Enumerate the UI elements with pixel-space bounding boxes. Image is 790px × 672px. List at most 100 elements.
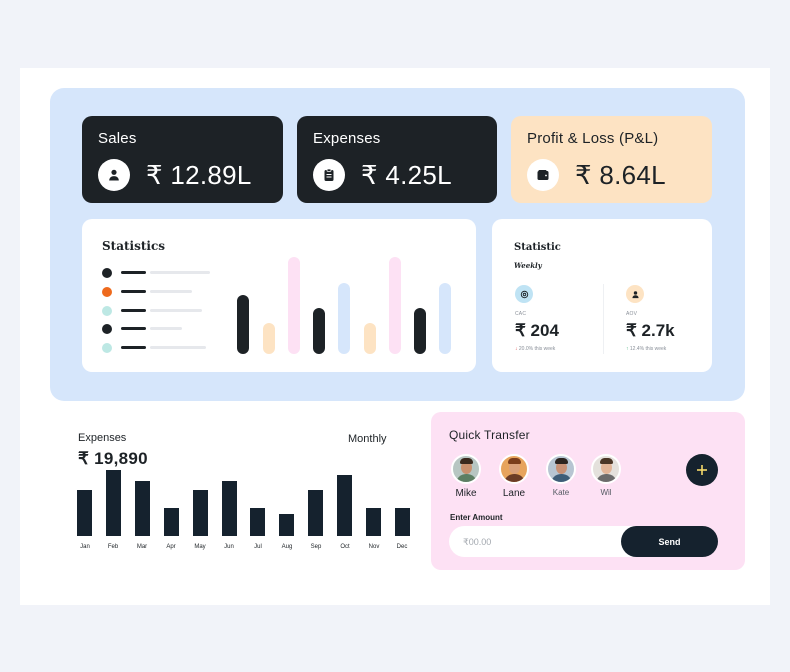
avatar-face xyxy=(556,461,567,474)
avatar-body xyxy=(551,474,572,482)
month-tick-label: Jun xyxy=(224,544,234,550)
cac-value: ₹ 204 xyxy=(515,321,559,340)
expense-bar-apr xyxy=(164,508,179,536)
contact-wil[interactable]: Wil xyxy=(586,454,626,497)
avatar-body xyxy=(596,474,617,482)
expense-bar-jan xyxy=(77,490,92,536)
avatar-body xyxy=(456,474,477,482)
avatar-face xyxy=(509,461,520,474)
legend-line xyxy=(150,346,206,349)
stat-pill xyxy=(364,323,376,354)
weekly-title: Statistic xyxy=(514,242,561,253)
add-contact-button[interactable] xyxy=(686,454,718,486)
expense-bar-oct xyxy=(337,475,352,536)
expenses-card[interactable]: Expenses ₹ 4.25L xyxy=(297,116,497,203)
aov-change-text: 12.4% this week xyxy=(629,346,667,352)
trend-up-icon: ↑ xyxy=(626,346,630,352)
legend-line xyxy=(150,271,210,274)
statistics-title: Statistics xyxy=(102,239,166,253)
plus-icon xyxy=(697,465,707,475)
month-tick-label: Aug xyxy=(281,544,293,550)
divider xyxy=(603,284,604,354)
legend-item xyxy=(102,343,242,353)
user-icon xyxy=(98,159,130,191)
wallet-icon xyxy=(527,159,559,191)
avatar-hair xyxy=(600,458,613,464)
avatar xyxy=(451,454,481,484)
contact-mike[interactable]: Mike xyxy=(446,454,486,499)
legend-line xyxy=(150,327,182,330)
month-tick-label: Apr xyxy=(166,544,176,550)
avatar-body xyxy=(504,474,525,482)
legend-dash xyxy=(121,309,146,312)
legend-dot xyxy=(102,287,112,297)
month-tick-label: May xyxy=(194,544,206,550)
user-icon xyxy=(626,285,644,303)
stat-pill xyxy=(389,257,401,354)
profit-loss-label: Profit & Loss (P&L) xyxy=(527,130,659,147)
trend-down-icon: ↓ xyxy=(515,346,519,352)
contact-lane[interactable]: Lane xyxy=(494,454,534,499)
contact-name: Kate xyxy=(552,488,570,497)
cac-change-text: 20.0% this week xyxy=(518,346,556,352)
legend-dot xyxy=(102,268,112,278)
avatar-hair xyxy=(460,458,473,464)
expenses-chart-label: Expenses xyxy=(78,432,127,444)
expense-bar-feb xyxy=(106,470,121,536)
sales-label: Sales xyxy=(98,130,137,147)
month-tick-label: Mar xyxy=(136,544,148,550)
profit-loss-card[interactable]: Profit & Loss (P&L) ₹ 8.64L xyxy=(511,116,712,203)
avatar xyxy=(546,454,576,484)
avatar xyxy=(499,454,529,484)
legend-item xyxy=(102,324,242,334)
sales-value: ₹ 12.89L xyxy=(146,159,252,190)
stat-pill xyxy=(414,308,426,354)
month-tick-label: Jul xyxy=(254,544,262,550)
avatar xyxy=(591,454,621,484)
expense-bar-dec xyxy=(395,508,410,536)
send-button[interactable]: Send xyxy=(621,526,718,557)
month-tick-label: Nov xyxy=(368,544,380,550)
legend-dot xyxy=(102,324,112,334)
expenses-total: ₹ 19,890 xyxy=(78,449,148,468)
contact-name: Wil xyxy=(600,488,612,497)
stat-pill xyxy=(288,257,300,354)
cac-label: CAC xyxy=(515,311,527,317)
stat-pill xyxy=(263,323,275,354)
stat-pill xyxy=(338,283,350,354)
contact-kate[interactable]: Kate xyxy=(541,454,581,497)
legend-item xyxy=(102,306,242,316)
expense-bar-may xyxy=(193,490,208,536)
contact-name: Mike xyxy=(455,488,477,499)
period-selector[interactable]: Monthly xyxy=(348,433,387,445)
stat-pill xyxy=(237,295,249,354)
expenses-value: ₹ 4.25L xyxy=(361,159,452,190)
legend-dash xyxy=(121,290,146,293)
avatar-hair xyxy=(555,458,568,464)
at-icon xyxy=(515,285,533,303)
cac-change: ↓ 20.0% this week xyxy=(515,346,555,352)
clipboard-icon xyxy=(313,159,345,191)
legend-dot xyxy=(102,343,112,353)
legend-dot xyxy=(102,306,112,316)
statistics-card: Statistics xyxy=(82,219,476,372)
month-tick-label: Sep xyxy=(310,544,322,550)
legend-item xyxy=(102,268,242,278)
month-tick-label: Dec xyxy=(396,544,408,550)
expense-bar-aug xyxy=(279,514,294,536)
stat-pill xyxy=(313,308,325,354)
profit-loss-value: ₹ 8.64L xyxy=(575,159,666,190)
legend-line xyxy=(150,290,192,293)
expense-bar-mar xyxy=(135,481,150,536)
amount-label: Enter Amount xyxy=(450,513,503,522)
legend-dash xyxy=(121,327,146,330)
legend-line xyxy=(150,309,202,312)
legend-item xyxy=(102,287,242,297)
sales-card[interactable]: Sales ₹ 12.89L xyxy=(82,116,283,203)
expense-bar-sep xyxy=(308,490,323,536)
aov-change: ↑ 12.4% this week xyxy=(626,346,666,352)
quick-transfer-title: Quick Transfer xyxy=(449,428,530,442)
legend-dash xyxy=(121,346,146,349)
weekly-subtitle: Weekly xyxy=(514,261,542,270)
aov-value: ₹ 2.7k xyxy=(626,321,675,340)
